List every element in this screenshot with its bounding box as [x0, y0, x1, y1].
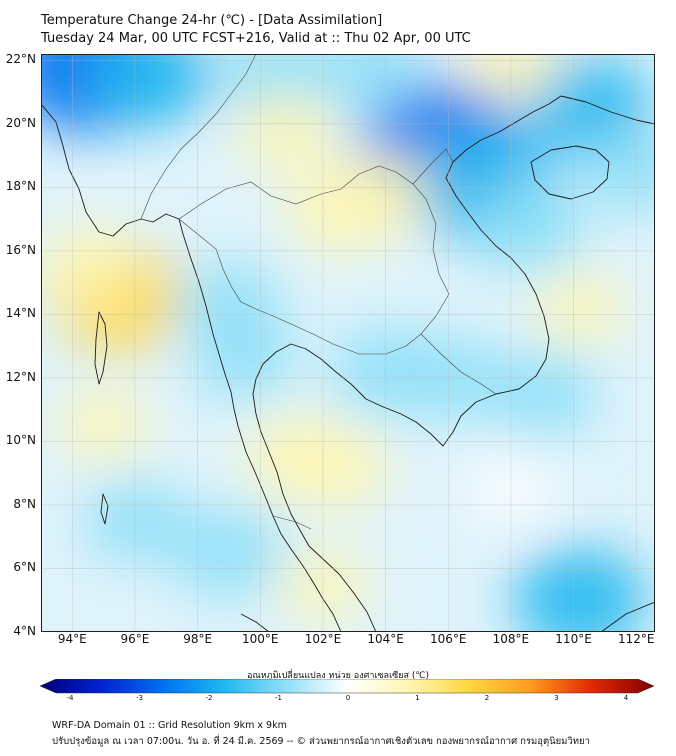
colorbar-tick-label: 4: [623, 694, 629, 702]
field-anomaly-21: [172, 507, 286, 599]
temperature-field: [41, 54, 655, 632]
map-subtitle: Tuesday 24 Mar, 00 UTC FCST+216, Valid a…: [41, 31, 471, 46]
field-anomaly-8: [327, 152, 431, 235]
cambodia-border: [420, 333, 497, 395]
hainan-island: [530, 145, 610, 200]
lat-tick-label: 16°N: [5, 242, 36, 257]
colorbar-tick-label: -3: [136, 694, 143, 702]
lat-tick-label: 18°N: [5, 179, 36, 194]
field-anomaly-12: [288, 427, 389, 507]
colorbar-tick-label: -1: [275, 694, 282, 702]
temperature-change-map: [41, 54, 655, 632]
lat-tick-label: 10°N: [5, 433, 36, 448]
colorbar-tick-label: 3: [554, 694, 559, 702]
thai-malay-border: [272, 515, 312, 530]
lon-tick-label: 102°E: [304, 632, 342, 646]
borneo-coast: [600, 601, 655, 632]
colorbar-tick-label: 1: [415, 694, 420, 702]
map-panel: [41, 54, 655, 632]
lon-tick-label: 96°E: [120, 632, 150, 646]
thailand-laos-border: [178, 165, 450, 355]
colorbar-tick-label: -2: [205, 694, 213, 702]
lat-tick-label: 4°N: [13, 624, 36, 638]
field-anomaly-16: [487, 349, 598, 438]
field-anomaly-14: [468, 178, 586, 273]
coastlines: [41, 95, 655, 632]
colorbar-tick-label: -4: [66, 694, 74, 702]
field-anomaly-20: [193, 317, 297, 401]
map-title: Temperature Change 24-hr (℃) - [Data Ass…: [41, 13, 383, 28]
footer-credit: ปรับปรุงข้อมูล ณ เวลา 07:00น. วัน อ. ที่…: [52, 736, 590, 747]
lat-tick-label: 20°N: [5, 115, 36, 130]
laos-vietnam-border: [412, 148, 454, 185]
field-anomaly-10: [41, 226, 138, 307]
coast-east: [252, 95, 562, 632]
lon-tick-label: 98°E: [183, 632, 213, 646]
lon-tick-label: 110°E: [555, 632, 592, 646]
colorbar-tick-label: 0: [345, 694, 351, 702]
map-border: [41, 54, 655, 632]
colorbar-ramp: [39, 679, 655, 694]
lon-tick-label: 104°E: [367, 632, 404, 646]
lat-tick-label: 8°N: [13, 496, 36, 511]
nicobar-islands: [100, 493, 109, 525]
footer-model-info: WRF-DA Domain 01 :: Grid Resolution 9km …: [52, 720, 287, 731]
country-borders: [140, 54, 497, 530]
lon-tick-label: 100°E: [242, 632, 279, 646]
lat-tick-label: 22°N: [5, 52, 36, 67]
lon-tick-label: 94°E: [57, 632, 87, 646]
coast-china-south: [560, 95, 655, 125]
lat-tick-label: 12°N: [5, 369, 36, 384]
field-anomaly-1: [88, 54, 213, 126]
lon-tick-label: 108°E: [492, 632, 530, 646]
lon-tick-label: 112°E: [617, 632, 655, 646]
field-anomaly-15: [535, 272, 625, 344]
field-anomaly-24: [584, 130, 655, 213]
field-anomaly-5: [316, 54, 424, 110]
colorbar: [39, 679, 655, 694]
myanmar-border: [140, 54, 257, 220]
coast-west: [41, 103, 342, 632]
lat-tick-label: 6°N: [13, 560, 36, 575]
sumatra-coast: [240, 613, 270, 632]
field-anomaly-6: [237, 91, 334, 169]
colorbar-title: อุณหภูมิเปลี่ยนแปลง หน่วย องศาเซลเซียส (…: [246, 671, 430, 681]
field-anomaly-22: [514, 547, 646, 632]
lat-tick-label: 14°N: [5, 306, 36, 321]
graticule: [41, 54, 655, 632]
colorbar-tick-label: 2: [484, 694, 490, 702]
lon-tick-label: 106°E: [429, 632, 467, 646]
field-anomaly-26: [59, 389, 149, 462]
